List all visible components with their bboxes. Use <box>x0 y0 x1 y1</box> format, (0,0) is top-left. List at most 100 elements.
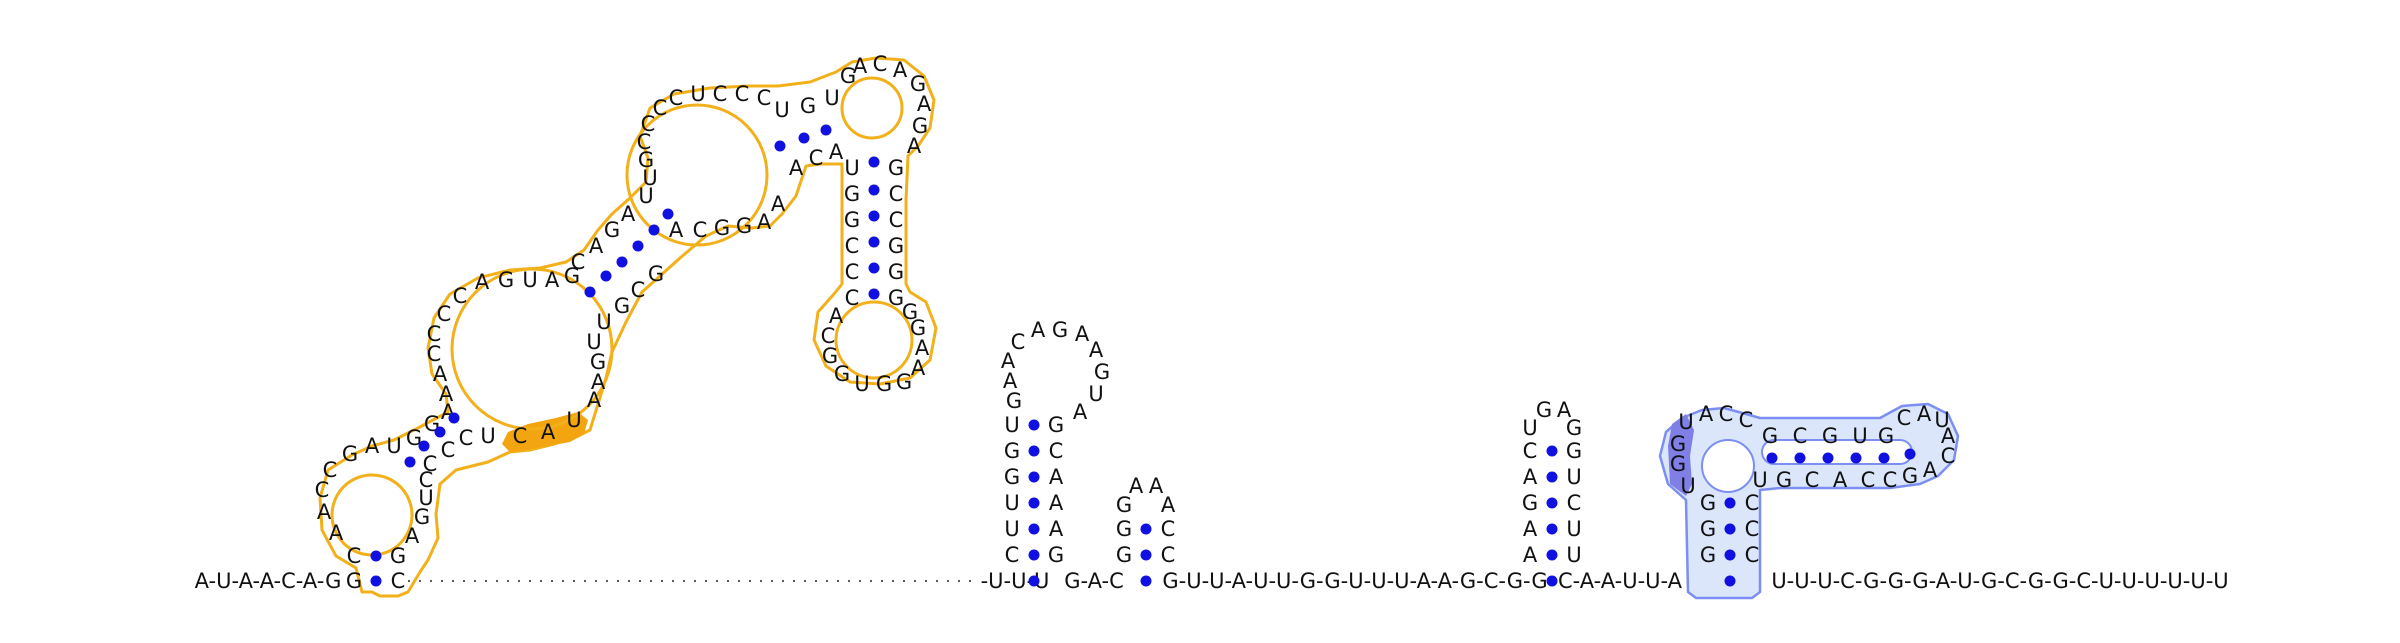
svg-text:A: A <box>365 434 380 458</box>
svg-text:G: G <box>342 442 358 466</box>
svg-text:G: G <box>1566 439 1582 463</box>
svg-text:C: C <box>693 218 708 242</box>
svg-text:C: C <box>391 569 406 593</box>
svg-text:G: G <box>840 64 856 88</box>
hairpin-1: C U U G G U G A A A C G G A A C A G A A … <box>1001 318 1110 587</box>
backbone-mid3: G-U-U-A-U-U-G-G-U-U-U-A-A-G-C-G-G <box>1162 569 1547 593</box>
svg-text:C: C <box>809 146 824 170</box>
orange-domain <box>318 56 938 598</box>
svg-text:A: A <box>475 270 490 294</box>
svg-text:G: G <box>834 362 850 386</box>
svg-text:U: U <box>1088 382 1103 406</box>
svg-text:G: G <box>1094 360 1110 384</box>
svg-text:C: C <box>1805 468 1820 492</box>
svg-text:C: C <box>323 458 338 482</box>
pair-dot <box>632 240 644 252</box>
svg-text:A: A <box>917 92 932 116</box>
svg-text:C: C <box>1739 408 1754 432</box>
svg-text:G: G <box>614 294 630 318</box>
svg-text:A: A <box>329 521 344 545</box>
svg-text:G: G <box>1048 543 1064 567</box>
backbone: A-U-A-A-C-A-G -U-U-U G-A-C G-U-U-A-U-U-G… <box>195 569 2229 593</box>
svg-text:A: A <box>591 370 606 394</box>
svg-text:G: G <box>714 216 730 240</box>
svg-text:G: G <box>912 114 928 138</box>
svg-text:A: A <box>1699 402 1714 426</box>
svg-text:C: C <box>1861 468 1876 492</box>
pair-dot <box>1904 448 1916 460</box>
svg-text:G: G <box>844 208 860 232</box>
svg-text:U: U <box>1680 474 1695 498</box>
svg-text:G: G <box>910 72 926 96</box>
svg-text:C: C <box>1793 424 1808 448</box>
pair-dot <box>1546 575 1558 587</box>
svg-text:C: C <box>453 284 468 308</box>
pair-dot <box>1028 445 1040 457</box>
pair-dot <box>370 550 382 562</box>
svg-text:G: G <box>800 94 816 118</box>
svg-text:C: C <box>1011 330 1026 354</box>
svg-text:U: U <box>638 184 653 208</box>
blue-inner-loop <box>1701 439 1755 493</box>
svg-text:A: A <box>757 210 772 234</box>
svg-text:A: A <box>545 268 560 292</box>
pair-dot <box>1028 471 1040 483</box>
svg-text:G: G <box>1536 398 1552 422</box>
svg-text:G: G <box>888 234 904 258</box>
svg-text:C: C <box>1049 439 1064 463</box>
svg-text:G: G <box>1522 491 1538 515</box>
svg-text:G: G <box>896 370 912 394</box>
svg-text:C: C <box>1161 517 1176 541</box>
svg-text:C: C <box>459 426 474 450</box>
svg-text:G: G <box>1670 452 1686 476</box>
svg-text:C: C <box>845 234 860 258</box>
svg-text:A: A <box>1089 338 1104 362</box>
svg-text:G: G <box>1776 468 1792 492</box>
svg-text:A: A <box>1523 465 1538 489</box>
svg-text:C: C <box>571 250 586 274</box>
svg-text:A: A <box>1001 349 1016 373</box>
svg-text:C: C <box>513 424 528 448</box>
loop-bottom-right <box>834 300 914 380</box>
svg-text:A: A <box>1941 424 1956 448</box>
svg-text:A: A <box>1129 474 1144 498</box>
pair-dot <box>868 288 880 300</box>
svg-text:A: A <box>789 156 804 180</box>
pair-dot <box>600 270 612 282</box>
hairpin-2: G G G C C A A A <box>1116 474 1176 587</box>
orange-pairs <box>370 124 880 587</box>
loop-mid <box>625 103 769 247</box>
pair-dot <box>584 286 596 298</box>
pair-dot <box>1766 452 1778 464</box>
pair-dot <box>1028 523 1040 535</box>
blue-letters: G G G C C C U G G U A C C G C G U G C A … <box>1670 402 1956 587</box>
svg-text:C: C <box>437 302 452 326</box>
svg-text:G: G <box>1700 517 1716 541</box>
svg-text:U: U <box>418 486 433 510</box>
svg-text:A: A <box>1917 402 1932 426</box>
svg-text:U: U <box>690 82 705 106</box>
loop-left-small <box>330 473 414 557</box>
svg-text:A: A <box>907 134 922 158</box>
svg-text:U: U <box>1004 491 1019 515</box>
pair-dot <box>404 456 416 468</box>
svg-text:A: A <box>439 382 454 406</box>
pair-dot <box>1878 452 1890 464</box>
svg-text:G: G <box>638 148 654 172</box>
svg-text:U: U <box>586 330 601 354</box>
svg-text:C: C <box>1883 468 1898 492</box>
pair-dot <box>1028 549 1040 561</box>
pair-dot <box>1794 452 1806 464</box>
svg-text:A: A <box>853 54 868 78</box>
svg-text:U: U <box>1522 416 1537 440</box>
svg-text:C: C <box>641 112 656 136</box>
pair-dot <box>1140 549 1152 561</box>
backbone-mid4: C-A-A-U-U-A <box>1558 569 1683 593</box>
svg-text:G: G <box>1670 432 1686 456</box>
svg-text:G: G <box>822 344 838 368</box>
svg-text:U: U <box>1566 465 1581 489</box>
svg-text:A: A <box>1049 491 1064 515</box>
svg-text:G: G <box>1902 464 1918 488</box>
svg-text:G: G <box>648 262 664 286</box>
backbone-left: A-U-A-A-C-A-G <box>195 569 342 593</box>
